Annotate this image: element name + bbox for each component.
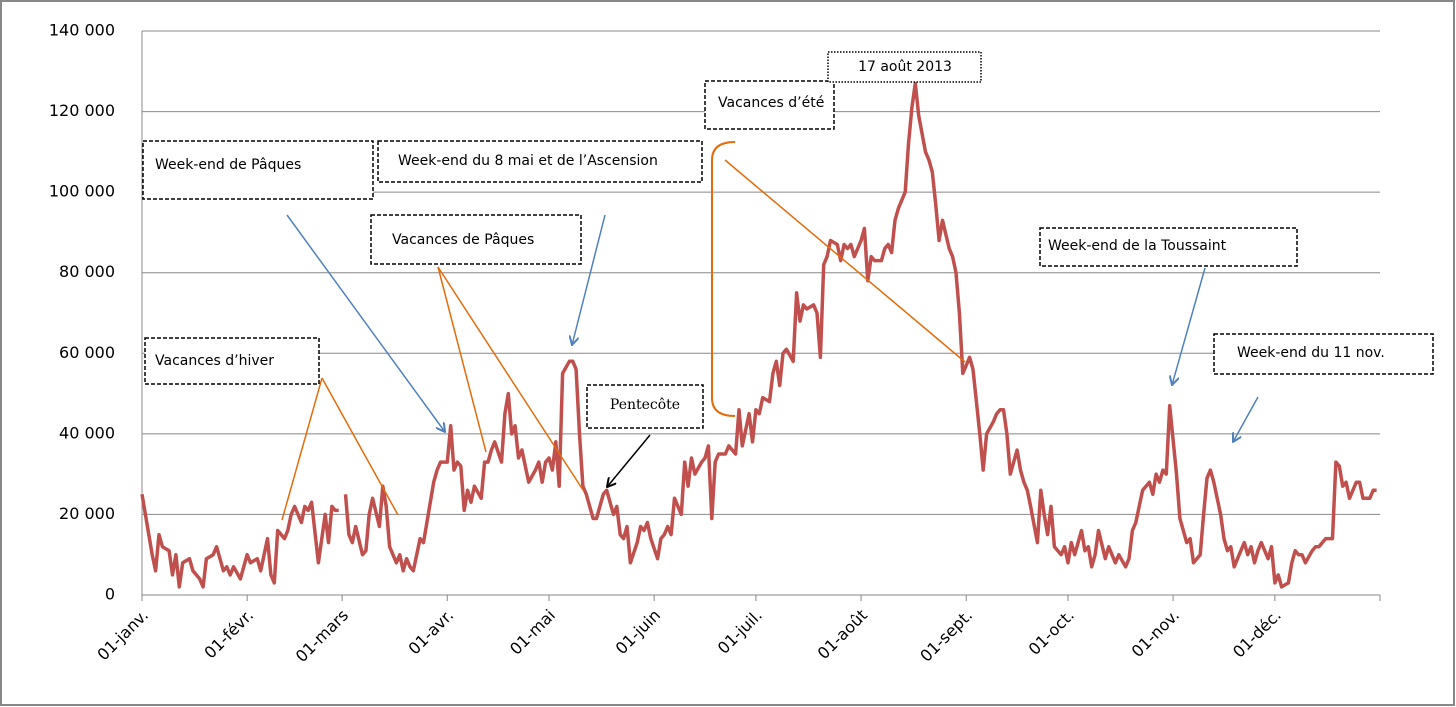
y-tick-label: 60 000 xyxy=(59,343,115,362)
y-tick-label: 0 xyxy=(105,585,115,604)
annotation: Week-end du 11 nov. xyxy=(1237,345,1385,361)
annotation: Vacances d’hiver xyxy=(155,353,274,369)
annotation: Week-end de Pâques xyxy=(155,157,301,173)
annotation-box xyxy=(1213,333,1434,375)
annotation: Vacances de Pâques xyxy=(392,232,534,248)
annotation: 17 août 2013 xyxy=(858,59,952,75)
arrow xyxy=(437,266,487,453)
y-tick-label: 140 000 xyxy=(49,21,115,40)
arrow xyxy=(1172,267,1206,385)
arrow xyxy=(572,214,606,345)
arrows xyxy=(281,141,1259,521)
arrow xyxy=(281,377,323,521)
annotation-box xyxy=(144,337,320,385)
y-tick-label: 100 000 xyxy=(49,182,115,201)
x-tick-label: 01-avr. xyxy=(405,606,458,659)
x-tick-label: 01-déc. xyxy=(1229,606,1285,662)
arrow xyxy=(437,266,584,491)
y-tick-label: 20 000 xyxy=(59,504,115,523)
x-tick-label: 01-oct. xyxy=(1025,606,1078,659)
line xyxy=(140,81,1377,589)
arrow xyxy=(286,214,445,432)
y-tick-label: 120 000 xyxy=(49,101,115,120)
annotation-box xyxy=(377,140,703,183)
arrow xyxy=(1233,396,1259,442)
y-tick-label: 80 000 xyxy=(59,262,115,281)
arrow xyxy=(607,434,651,487)
annotations: Week-end de Pâques Week-end du 8 mai et d… xyxy=(142,51,1434,429)
annotation: Week-end de la Toussaint xyxy=(1048,238,1227,254)
annotation-box xyxy=(1039,227,1298,267)
x-tick-label: 01-févr. xyxy=(200,606,257,663)
x-tick-label: 01-nov. xyxy=(1128,606,1183,661)
x-tick-label: 01-mai xyxy=(506,606,559,659)
x-tick-label: 01-mars xyxy=(292,606,352,666)
arrow xyxy=(724,159,966,363)
annotation-box xyxy=(370,214,582,265)
annotation: Vacances d’été xyxy=(718,95,824,111)
annotation-box xyxy=(586,384,704,429)
y-tick-label: 40 000 xyxy=(59,423,115,442)
plot xyxy=(140,81,1377,589)
x-tick-label: 01-sept. xyxy=(916,606,976,666)
annotation-box xyxy=(827,51,982,83)
x-tick-label: 01-juil. xyxy=(714,606,766,658)
annotation-box xyxy=(704,80,835,130)
bracket xyxy=(711,141,736,417)
x-tick-label: 01-janv. xyxy=(93,606,152,665)
x-tick-label: 01-août xyxy=(814,606,871,663)
annotation: Week-end du 8 mai et de l’Ascension xyxy=(398,153,658,169)
arrow xyxy=(321,377,399,516)
annotation: Pentecôte xyxy=(610,397,680,413)
annotation-box xyxy=(142,140,374,200)
x-tick-label: 01-juin xyxy=(612,606,665,659)
